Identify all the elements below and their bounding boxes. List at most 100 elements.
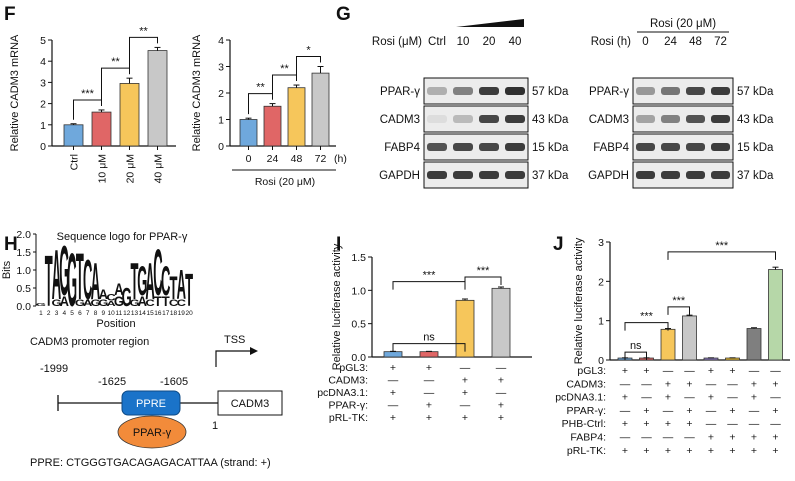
condition-cell: + [708, 365, 714, 377]
ppre-label: PPRE [136, 398, 166, 410]
tss-arrow-line [215, 350, 250, 367]
blot-band [711, 143, 730, 151]
blot-band [427, 143, 447, 151]
logo-letter: A [145, 252, 154, 310]
logo-letter: A [106, 301, 116, 308]
panel-label-f: F [4, 4, 16, 25]
logo-letter: A [177, 261, 186, 308]
condition-cell: + [643, 418, 649, 430]
significance-bracket [667, 306, 690, 315]
blot-band [505, 115, 525, 123]
bar-4 [311, 72, 330, 147]
logo-position-label: 12 [123, 310, 131, 317]
panel-label-g: G [336, 4, 351, 25]
condition-cell: + [665, 445, 671, 457]
condition-cell: — [388, 375, 399, 387]
significance-bracket [667, 251, 776, 260]
condition-cell: + [390, 387, 396, 399]
bar-3 [660, 328, 676, 361]
blot-lane-label: 72 [714, 36, 727, 48]
condition-cell: + [426, 400, 432, 412]
position-start: -1999 [40, 363, 68, 375]
condition-row-label: pGL3: [339, 362, 368, 374]
significance-label: ** [139, 25, 148, 37]
blot-band [505, 143, 525, 151]
condition-cell: + [643, 365, 649, 377]
x-tick-label: 10 μM [97, 154, 109, 183]
western-blot-dose: Rosi (μM) Ctrl 10 20 40 PPAR-γ 57 kDa CADM3 43 k… [372, 19, 569, 189]
significance-label: ** [256, 82, 265, 94]
logo-position-label: 9 [101, 310, 105, 317]
condition-cell: — [684, 392, 695, 404]
logo-letter: G [75, 299, 85, 309]
condition-cell: — [706, 418, 717, 430]
condition-cell: + [772, 378, 778, 390]
blot-band [636, 115, 655, 123]
y-tick-label: 0 [40, 141, 46, 153]
logo-letter: G [98, 299, 108, 309]
condition-cell: — [388, 400, 399, 412]
blot-band [661, 87, 680, 95]
blot-band [686, 171, 705, 179]
promoter-diagram: CADM3 promoter region TSS -1999 -1625 -1605 P… [30, 334, 283, 469]
condition-cell: + [708, 432, 714, 444]
y-tick-label: 1.5 [351, 252, 366, 264]
logo-letter: C [106, 293, 115, 303]
condition-row-label: CADM3: [566, 378, 606, 390]
logo-letter: T [131, 252, 139, 310]
blot-band [711, 115, 730, 123]
logo-letter: G [129, 299, 139, 309]
blot-treatment-label: Rosi (μM) [372, 36, 422, 48]
condition-cell: — [770, 392, 781, 404]
logo-letter: T [45, 242, 53, 323]
condition-cell: — [727, 378, 738, 390]
blot-protein-label: FABP4 [384, 142, 420, 154]
logo-y-tick-label: 0.0 [16, 301, 31, 313]
condition-cell: + [665, 378, 671, 390]
y-tick-label: 1 [218, 115, 224, 127]
condition-cell: — [770, 365, 781, 377]
condition-cell: — [460, 362, 471, 374]
pparg-ellipse [117, 415, 187, 449]
condition-row-label: pcDNA3.1: [555, 392, 606, 404]
condition-cell: + [462, 412, 468, 424]
logo-position-label: 10 [107, 310, 115, 317]
logo-position-label: 3 [55, 310, 59, 317]
condition-cell: + [708, 392, 714, 404]
logo-position-label: 18 [170, 310, 178, 317]
condition-cell: + [686, 418, 692, 430]
blot-band [661, 171, 680, 179]
logo-letter: G [114, 294, 124, 310]
y-tick-label: 0.0 [351, 352, 366, 364]
logo-letter: C [177, 299, 186, 309]
condition-cell: + [622, 418, 628, 430]
group-label: Rosi (20 μM) [255, 176, 315, 188]
bar-8 [768, 269, 783, 361]
condition-cell: — [424, 387, 435, 399]
significance-bracket [392, 343, 466, 352]
x-tick-label: 72 [315, 153, 327, 165]
logo-position-label: 15 [146, 310, 154, 317]
condition-row-label: PPAR-γ: [567, 405, 606, 417]
blot-protein-label: GAPDH [588, 170, 629, 182]
condition-cell: — [460, 400, 471, 412]
blot-size-label: 57 kDa [737, 86, 774, 98]
condition-cell: + [622, 365, 628, 377]
x-tick-label: 40 μM [153, 154, 165, 183]
blot-band [686, 115, 705, 123]
condition-row-label: pcDNA3.1: [317, 387, 368, 399]
logo-position-label: 13 [131, 310, 139, 317]
blot-band [661, 143, 680, 151]
blot-protein-label: GAPDH [379, 170, 420, 182]
condition-cell: — [496, 362, 507, 374]
y-tick-label: 1 [40, 120, 46, 132]
ppre-sequence: PPRE: CTGGGTGACAGAGACATTAA (strand: +) [30, 457, 271, 469]
logo-position-label: 1 [39, 310, 43, 317]
logo-letter: G [59, 231, 69, 310]
condition-cell: + [498, 400, 504, 412]
blot-band [427, 171, 447, 179]
condition-cell: + [622, 445, 628, 457]
condition-row-label: CADM3: [328, 375, 368, 387]
blot-size-label: 57 kDa [532, 86, 569, 98]
logo-letter: T [76, 241, 84, 315]
